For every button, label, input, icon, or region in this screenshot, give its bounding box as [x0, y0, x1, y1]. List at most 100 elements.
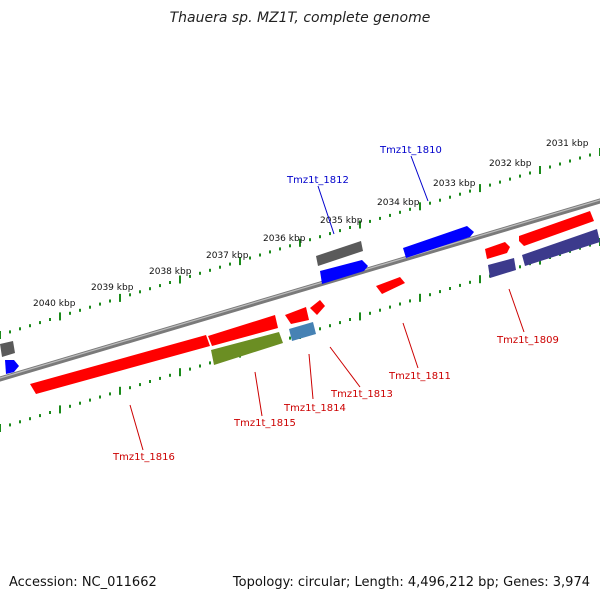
minor-tick: [379, 308, 381, 312]
map-title: Thauera sp. MZ1T, complete genome: [169, 10, 431, 26]
minor-tick: [379, 216, 381, 220]
minor-tick: [109, 392, 111, 396]
minor-tick: [149, 287, 151, 291]
gene-arrow[interactable]: [0, 341, 15, 357]
minor-tick: [389, 305, 391, 309]
minor-tick: [159, 284, 161, 288]
minor-tick: [339, 229, 341, 233]
gene-label[interactable]: Tmz1t_1815: [233, 418, 296, 429]
gene-arrow[interactable]: [403, 226, 474, 258]
minor-tick: [99, 395, 101, 399]
major-tick: [119, 293, 121, 302]
minor-tick: [399, 302, 401, 306]
gene-arrow[interactable]: [285, 307, 309, 324]
minor-tick: [319, 235, 321, 239]
gene-label[interactable]: Tmz1t_1814: [283, 403, 346, 414]
minor-tick: [69, 404, 71, 408]
minor-tick: [219, 265, 221, 269]
minor-tick: [279, 247, 281, 251]
gene-arrow[interactable]: [30, 335, 210, 394]
minor-tick: [189, 274, 191, 278]
minor-tick: [79, 308, 81, 312]
gene-label[interactable]: Tmz1t_1811: [388, 371, 451, 382]
gene-arrow[interactable]: [376, 277, 405, 294]
gene-label[interactable]: Tmz1t_1812: [286, 175, 349, 186]
major-tick: [479, 184, 481, 193]
minor-tick: [259, 253, 261, 257]
kbp-label: 2032 kbp: [489, 159, 532, 169]
minor-tick: [329, 324, 331, 328]
minor-tick: [509, 177, 511, 181]
minor-tick: [449, 195, 451, 199]
minor-tick: [129, 386, 131, 390]
minor-tick: [39, 414, 41, 418]
minor-tick: [49, 318, 51, 321]
minor-tick: [349, 226, 351, 229]
kbp-label: 2034 kbp: [377, 198, 420, 208]
leader-line: [410, 155, 429, 202]
minor-tick: [329, 232, 331, 236]
minor-tick: [369, 219, 371, 223]
minor-tick: [369, 311, 371, 315]
minor-tick: [49, 411, 51, 414]
gene-label[interactable]: Tmz1t_1813: [330, 389, 393, 400]
gene-label[interactable]: Tmz1t_1809: [496, 335, 559, 346]
gene-arrow[interactable]: [522, 229, 600, 266]
kbp-label: 2037 kbp: [206, 251, 249, 261]
kbp-label: 2033 kbp: [433, 179, 476, 189]
minor-tick: [519, 265, 521, 269]
genome-backbone: [0, 198, 600, 382]
leader-line: [254, 371, 263, 417]
major-tick: [0, 331, 1, 339]
major-tick: [239, 257, 241, 266]
minor-tick: [209, 361, 211, 365]
minor-tick: [469, 280, 471, 284]
minor-tick: [159, 376, 161, 380]
minor-tick: [149, 380, 151, 383]
gene-label[interactable]: Tmz1t_1816: [112, 452, 175, 463]
minor-tick: [549, 165, 551, 169]
major-tick: [179, 368, 181, 377]
gene-arrow[interactable]: [310, 300, 325, 315]
minor-tick: [39, 321, 41, 325]
minor-tick: [99, 302, 101, 306]
minor-tick: [109, 299, 111, 303]
minor-tick: [199, 364, 201, 368]
minor-tick: [529, 171, 531, 175]
minor-tick: [469, 189, 471, 193]
minor-tick: [309, 238, 311, 242]
gene-arrow[interactable]: [211, 332, 283, 365]
minor-tick: [489, 183, 491, 187]
minor-tick: [339, 321, 341, 325]
gene-arrow[interactable]: [488, 258, 516, 278]
gene-arrow[interactable]: [320, 260, 368, 284]
accession-text: Accession: NC_011662: [9, 575, 157, 590]
major-tick: [419, 293, 421, 302]
gene-arrow[interactable]: [519, 211, 594, 246]
minor-tick: [139, 290, 141, 294]
genome-backbone-highlight: [0, 199, 600, 379]
minor-tick: [19, 327, 21, 331]
major-tick: [539, 166, 541, 174]
gene-label[interactable]: Tmz1t_1810: [379, 145, 442, 156]
major-tick: [299, 238, 301, 247]
gene-arrow[interactable]: [289, 322, 316, 341]
minor-tick: [209, 268, 211, 272]
gene-arrow[interactable]: [316, 241, 363, 266]
minor-tick: [579, 156, 581, 160]
leader-line: [129, 404, 144, 451]
gene-arrow[interactable]: [485, 242, 510, 259]
minor-tick: [569, 159, 571, 163]
minor-tick: [189, 367, 191, 371]
gene-arrow[interactable]: [5, 360, 19, 374]
minor-tick: [199, 271, 201, 275]
minor-tick: [89, 398, 91, 402]
gene-arrow[interactable]: [208, 315, 278, 346]
minor-tick: [69, 311, 71, 315]
minor-tick: [269, 250, 271, 254]
kbp-labels: 2031 kbp 2032 kbp 2033 kbp 2034 kbp 2035…: [33, 139, 589, 309]
minor-tick: [559, 162, 561, 166]
kbp-label: 2038 kbp: [149, 267, 192, 277]
leader-line: [508, 288, 525, 333]
